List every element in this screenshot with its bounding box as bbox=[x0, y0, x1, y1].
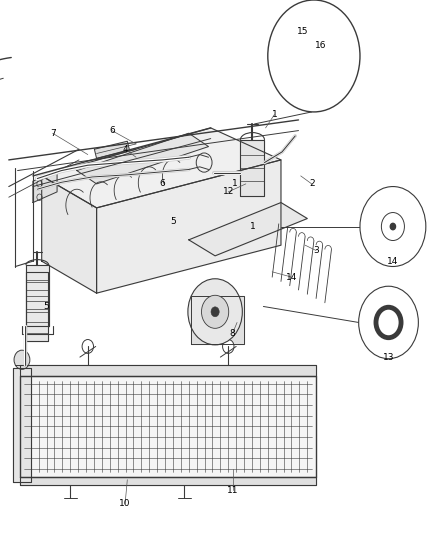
Text: 15: 15 bbox=[297, 28, 308, 36]
Circle shape bbox=[222, 340, 233, 353]
Text: 1: 1 bbox=[271, 110, 277, 119]
Text: 14: 14 bbox=[386, 257, 398, 265]
Circle shape bbox=[211, 307, 219, 317]
Polygon shape bbox=[42, 128, 280, 208]
Circle shape bbox=[82, 340, 93, 353]
Polygon shape bbox=[96, 160, 280, 293]
Polygon shape bbox=[240, 140, 264, 196]
Polygon shape bbox=[94, 141, 129, 158]
Polygon shape bbox=[42, 176, 96, 293]
Text: 1: 1 bbox=[249, 222, 255, 231]
Text: 14: 14 bbox=[286, 273, 297, 281]
Circle shape bbox=[14, 350, 30, 369]
Text: 4: 4 bbox=[122, 145, 127, 154]
Text: 7: 7 bbox=[49, 129, 56, 138]
Circle shape bbox=[201, 295, 228, 328]
Polygon shape bbox=[20, 376, 315, 477]
Polygon shape bbox=[191, 296, 243, 344]
Circle shape bbox=[187, 279, 242, 345]
Text: 8: 8 bbox=[229, 329, 235, 337]
Polygon shape bbox=[188, 203, 307, 256]
Text: 6: 6 bbox=[159, 180, 165, 188]
Text: 13: 13 bbox=[382, 353, 393, 361]
Text: 5: 5 bbox=[170, 217, 176, 225]
Text: 11: 11 bbox=[226, 486, 238, 495]
Polygon shape bbox=[20, 365, 315, 376]
Circle shape bbox=[267, 0, 359, 112]
Polygon shape bbox=[20, 477, 315, 485]
Polygon shape bbox=[26, 272, 48, 341]
Circle shape bbox=[389, 223, 395, 230]
Polygon shape bbox=[33, 171, 57, 203]
Text: 2: 2 bbox=[308, 180, 314, 188]
Text: 1: 1 bbox=[231, 180, 237, 188]
Polygon shape bbox=[77, 133, 208, 184]
Text: 3: 3 bbox=[312, 246, 318, 255]
Polygon shape bbox=[13, 368, 31, 482]
Circle shape bbox=[359, 187, 425, 266]
Polygon shape bbox=[26, 265, 49, 326]
Text: 6: 6 bbox=[109, 126, 115, 135]
Text: 16: 16 bbox=[314, 41, 325, 50]
Text: 5: 5 bbox=[43, 302, 49, 311]
Text: 12: 12 bbox=[222, 188, 233, 196]
Circle shape bbox=[358, 286, 417, 359]
Text: 10: 10 bbox=[119, 499, 131, 508]
